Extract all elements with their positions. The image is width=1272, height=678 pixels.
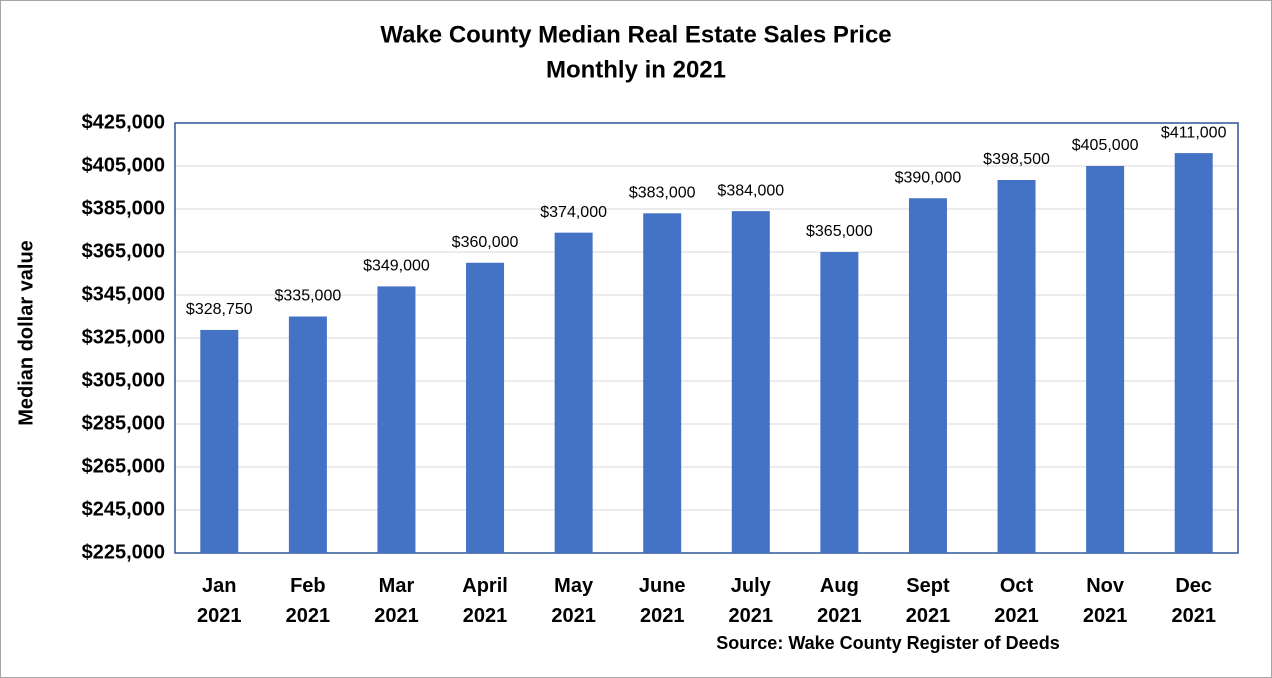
chart-title: Wake County Median Real Estate Sales Pri…	[380, 21, 891, 48]
value-label: $411,000	[1161, 124, 1227, 141]
bar	[1086, 166, 1125, 553]
bar	[1174, 153, 1213, 553]
y-tick-label: $345,000	[82, 283, 165, 305]
plot-border	[174, 122, 1239, 554]
x-tick-label: Sept 2021	[906, 575, 951, 627]
value-label: $349,000	[363, 258, 430, 275]
bar	[997, 179, 1036, 553]
bar	[377, 286, 416, 553]
x-tick-label: Nov 2021	[1083, 575, 1128, 627]
x-tick-label: Mar 2021	[374, 575, 419, 627]
bar	[554, 232, 593, 553]
y-tick-label: $385,000	[82, 197, 165, 219]
y-tick-label: $225,000	[82, 541, 165, 563]
bar	[466, 262, 505, 553]
value-label: $383,000	[629, 185, 696, 202]
value-label: $360,000	[452, 234, 519, 251]
bar	[643, 213, 682, 554]
bar	[200, 329, 239, 553]
value-label: $365,000	[806, 223, 873, 240]
x-tick-label: April 2021	[462, 575, 508, 627]
x-tick-label: May 2021	[551, 575, 596, 627]
value-label: $405,000	[1072, 137, 1139, 154]
chart-subtitle: Monthly in 2021	[546, 56, 726, 83]
value-label: $335,000	[275, 288, 342, 305]
y-tick-label: $425,000	[82, 111, 165, 133]
y-tick-label: $305,000	[82, 369, 165, 391]
y-tick-label: $285,000	[82, 412, 165, 434]
x-tick-label: Jan 2021	[197, 575, 242, 627]
x-tick-label: Feb 2021	[286, 575, 331, 627]
y-tick-label: $405,000	[82, 154, 165, 176]
y-tick-label: $365,000	[82, 240, 165, 262]
y-tick-label: $245,000	[82, 498, 165, 520]
x-tick-label: Oct 2021	[994, 575, 1039, 627]
value-label: $374,000	[540, 204, 607, 221]
source-note: Source: Wake County Register of Deeds	[716, 633, 1059, 653]
value-label: $328,750	[186, 301, 253, 318]
value-label: $398,500	[983, 151, 1050, 168]
bar	[288, 316, 327, 553]
y-axis-label: Median dollar value	[15, 240, 37, 426]
bar	[820, 252, 859, 553]
x-tick-label: Aug 2021	[817, 575, 862, 627]
value-label: $384,000	[717, 182, 784, 199]
value-label: $390,000	[895, 169, 962, 186]
x-tick-label: Dec 2021	[1171, 575, 1216, 627]
bar	[908, 198, 947, 553]
x-tick-label: June 2021	[639, 575, 686, 627]
bar	[731, 211, 770, 553]
y-tick-label: $325,000	[82, 326, 165, 348]
y-tick-label: $265,000	[82, 455, 165, 477]
x-tick-label: July 2021	[729, 575, 774, 627]
